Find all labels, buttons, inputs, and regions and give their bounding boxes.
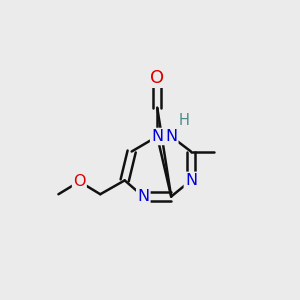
Text: O: O xyxy=(150,69,164,87)
Text: N: N xyxy=(137,189,149,204)
Text: N: N xyxy=(151,129,163,144)
Text: N: N xyxy=(165,129,177,144)
Text: N: N xyxy=(185,173,197,188)
Text: O: O xyxy=(73,174,86,189)
Text: H: H xyxy=(178,113,189,128)
